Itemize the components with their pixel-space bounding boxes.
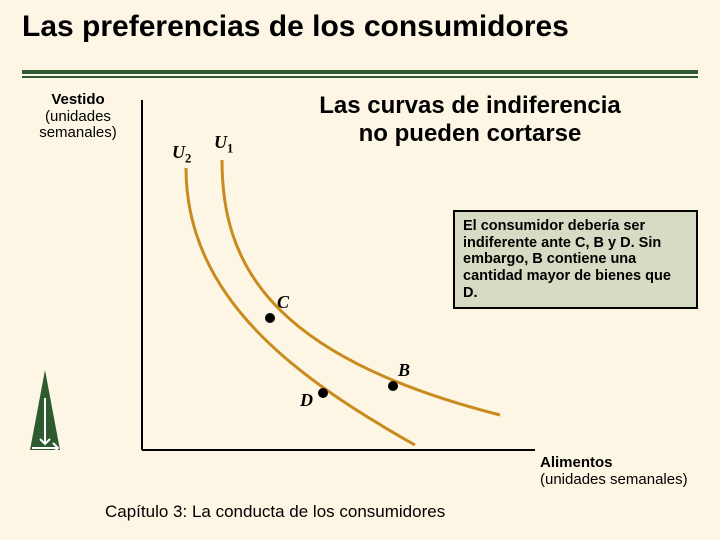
x-axis-label: Alimentos (unidades semanales) — [540, 455, 688, 488]
label-u1: U1 — [214, 132, 233, 157]
point-b — [388, 381, 398, 391]
label-c: C — [277, 292, 289, 313]
x-axis-sub: (unidades semanales) — [540, 471, 688, 488]
north-arrow-icon — [30, 370, 60, 453]
footer-text: Capítulo 3: La conducta de los consumido… — [105, 502, 445, 522]
point-c — [265, 313, 275, 323]
label-d: D — [300, 390, 313, 411]
label-u2-sub: 2 — [185, 152, 191, 166]
label-b: B — [398, 360, 410, 381]
label-u1-sub: 1 — [227, 142, 233, 156]
label-u2-main: U — [172, 142, 185, 162]
point-d — [318, 388, 328, 398]
label-u2: U2 — [172, 142, 191, 167]
x-axis-main: Alimentos — [540, 454, 613, 471]
label-u1-main: U — [214, 132, 227, 152]
curve-u1 — [222, 160, 500, 415]
